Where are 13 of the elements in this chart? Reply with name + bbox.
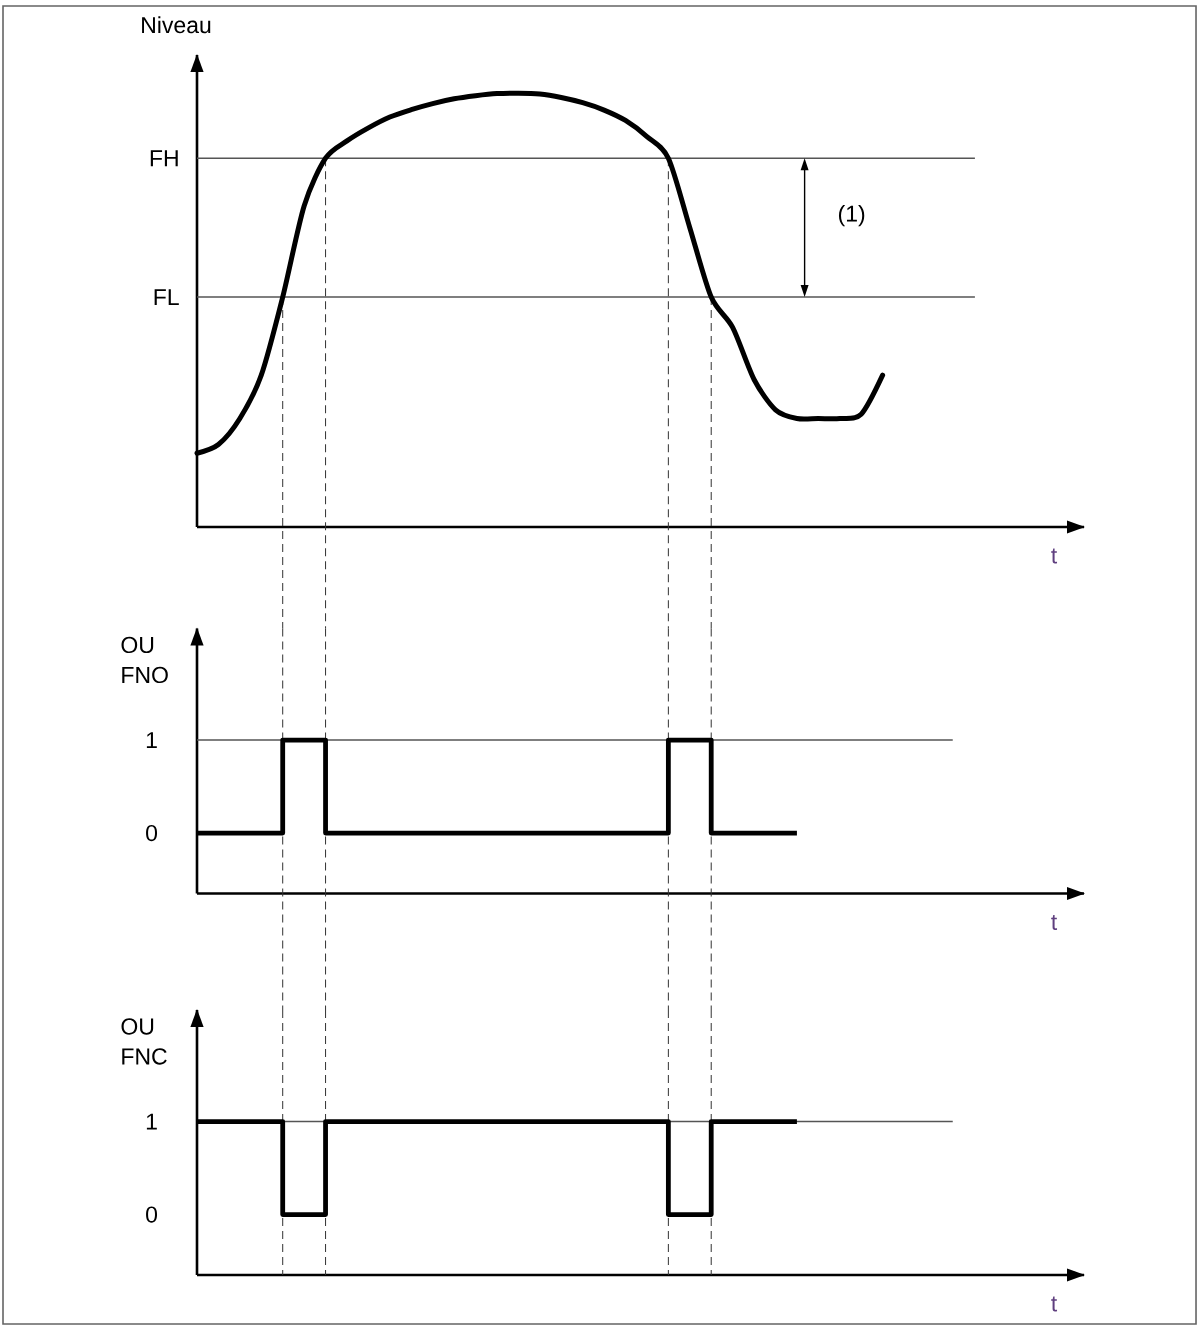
- annotation: (1): [838, 204, 865, 227]
- y-axis-title: OU FNC: [121, 1018, 167, 1065]
- ref-line-label: FH: [150, 150, 178, 167]
- y-tick-label: 1: [146, 1113, 157, 1130]
- y-axis-title: Niveau: [142, 16, 211, 34]
- y-tick-label: 0: [146, 1206, 158, 1223]
- y-axis-title: OU FNO: [121, 636, 168, 684]
- y-tick-label: 0: [146, 824, 158, 842]
- x-axis-title: t: [1051, 1296, 1058, 1312]
- ref-line-label: FL: [154, 289, 179, 305]
- y-tick-label: 1: [146, 732, 157, 748]
- x-axis-title: t: [1051, 914, 1058, 931]
- x-axis-title: t: [1051, 548, 1058, 564]
